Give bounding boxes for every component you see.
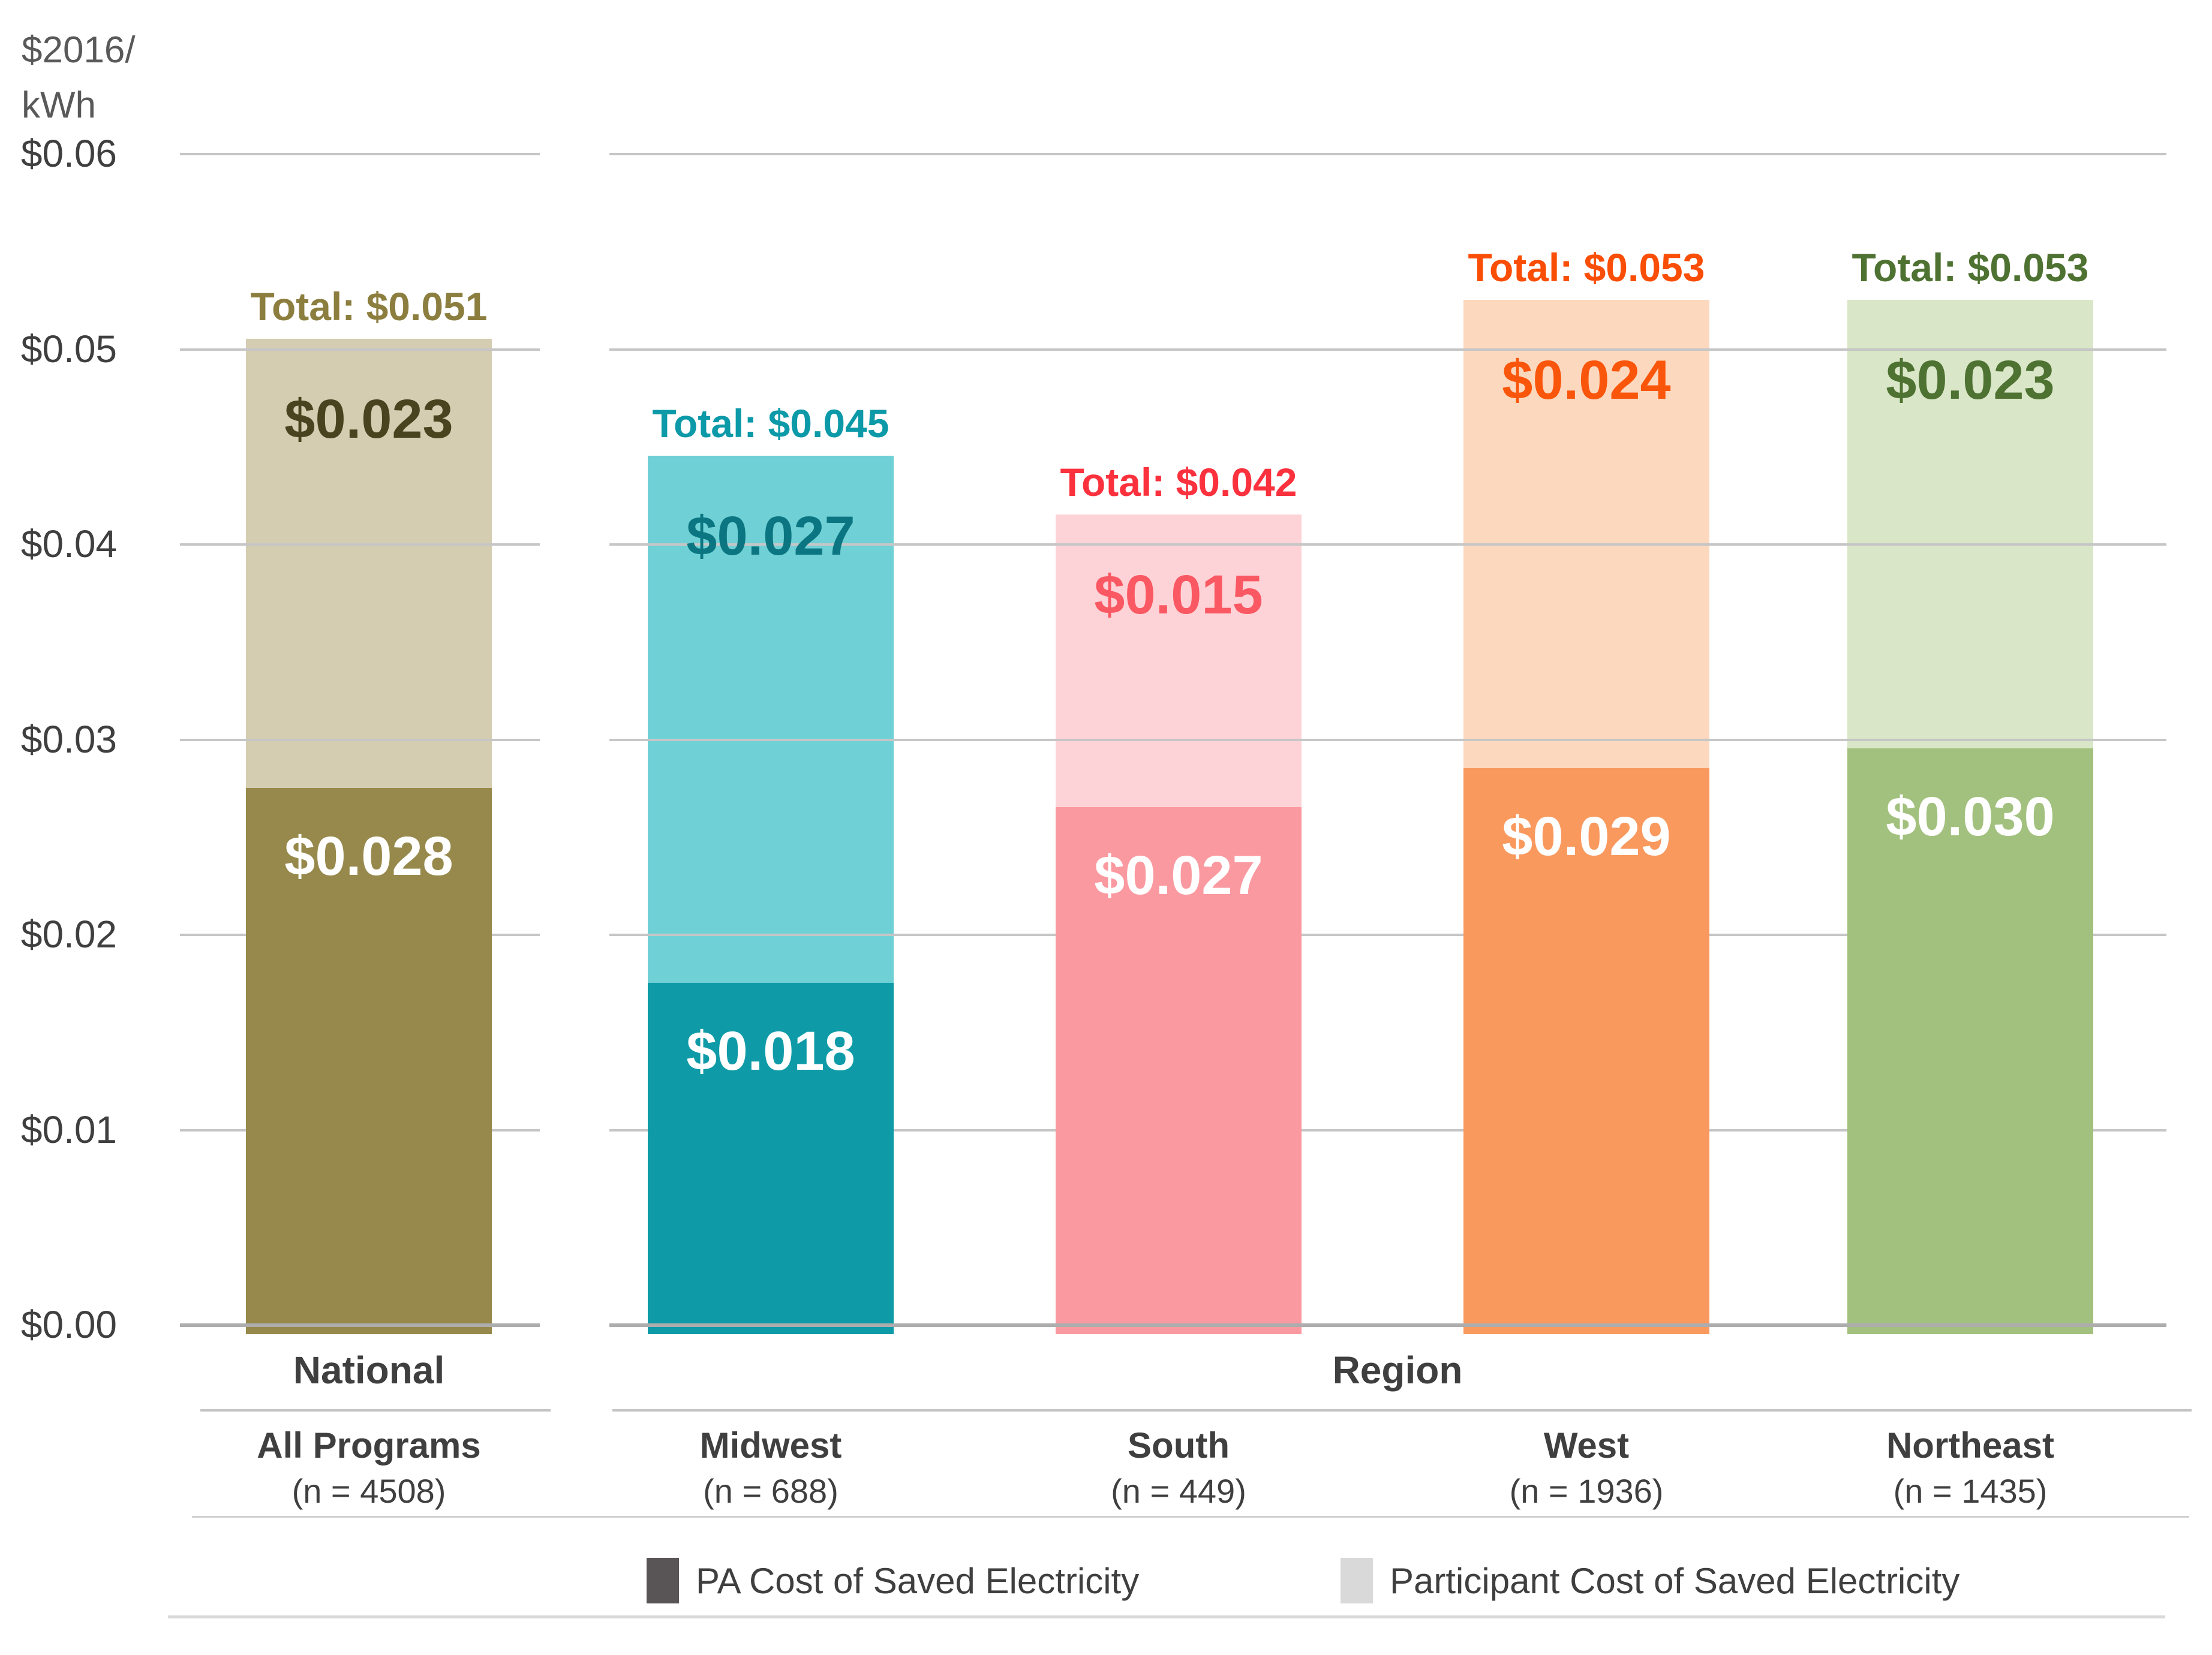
y-tick: $0.02 xyxy=(20,913,117,956)
bar-midwest: Total: $0.045 $0.027 $0.018 xyxy=(648,401,894,1334)
category-label: Northeast xyxy=(1886,1425,2055,1466)
legend-label: Participant Cost of Saved Electricity xyxy=(1390,1560,1960,1601)
segment-value: $0.024 xyxy=(1502,349,1671,411)
region-section-divider xyxy=(612,1409,2192,1412)
gridline xyxy=(609,1129,2166,1132)
sample-size-label: (n = 688) xyxy=(703,1472,838,1510)
participant-cost-segment: $0.023 xyxy=(246,338,492,788)
bar-west: Total: $0.053 $0.024 $0.029 xyxy=(1463,245,1709,1334)
pa-cost-segment: $0.018 xyxy=(648,983,894,1334)
total-label: Total: $0.053 xyxy=(1468,245,1705,290)
pa-cost-segment: $0.030 xyxy=(1847,748,2093,1334)
category-label: West xyxy=(1543,1425,1630,1466)
y-tick: $0.00 xyxy=(20,1303,117,1346)
category-label: South xyxy=(1128,1425,1230,1466)
legend-item-pa-cost: PA Cost of Saved Electricity xyxy=(647,1558,1139,1603)
sample-size-label: (n = 4508) xyxy=(291,1472,446,1510)
participant-cost-segment: $0.015 xyxy=(1056,514,1302,808)
segment-value: $0.015 xyxy=(1094,564,1263,625)
legend-label: PA Cost of Saved Electricity xyxy=(696,1560,1140,1601)
segment-value: $0.030 xyxy=(1886,786,2055,848)
total-label: Total: $0.045 xyxy=(652,401,889,446)
gridline xyxy=(609,543,2166,546)
gridline xyxy=(180,153,540,155)
sample-size-label: (n = 1435) xyxy=(1893,1472,2048,1510)
x-axis-baseline xyxy=(180,1323,540,1327)
gridline xyxy=(180,543,540,546)
segment-value: $0.027 xyxy=(686,505,855,567)
figure-bottom-border xyxy=(168,1615,2165,1618)
legend-item-participant-cost: Participant Cost of Saved Electricity xyxy=(1341,1558,1959,1603)
pa-cost-segment: $0.028 xyxy=(246,787,492,1334)
participant-cost-swatch-icon xyxy=(1341,1558,1373,1603)
segment-value: $0.027 xyxy=(1094,845,1263,907)
gridline xyxy=(609,738,2166,741)
bar-national-all-programs: Total: $0.051 $0.023 $0.028 xyxy=(246,284,492,1334)
section-label-national: National xyxy=(293,1349,445,1392)
participant-cost-segment: $0.023 xyxy=(1847,299,2093,749)
y-tick: $0.05 xyxy=(20,327,117,371)
gridline xyxy=(609,153,2166,155)
gridline xyxy=(609,348,2166,351)
category-label: All Programs xyxy=(257,1425,481,1466)
y-tick: $0.04 xyxy=(20,522,117,565)
total-label: Total: $0.051 xyxy=(250,284,488,329)
pa-cost-segment: $0.027 xyxy=(1056,807,1302,1334)
participant-cost-segment: $0.024 xyxy=(1463,299,1709,769)
segment-value: $0.023 xyxy=(284,388,453,450)
sample-size-label: (n = 1936) xyxy=(1509,1472,1664,1510)
participant-cost-segment: $0.027 xyxy=(648,456,894,983)
segment-value: $0.018 xyxy=(686,1021,855,1082)
gridline xyxy=(180,738,540,741)
gridline xyxy=(180,348,540,351)
y-tick: $0.01 xyxy=(20,1108,117,1151)
pa-cost-segment: $0.029 xyxy=(1463,768,1709,1334)
sample-size-label: (n = 449) xyxy=(1111,1472,1246,1510)
segment-value: $0.023 xyxy=(1886,349,2055,411)
bar-northeast: Total: $0.053 $0.023 $0.030 xyxy=(1847,245,2093,1334)
y-axis-title-line1: $2016/ xyxy=(22,29,136,71)
total-label: Total: $0.042 xyxy=(1060,459,1297,504)
table-bottom-border xyxy=(192,1516,2189,1518)
y-tick: $0.06 xyxy=(20,132,117,175)
segment-value: $0.028 xyxy=(284,825,453,887)
pa-cost-swatch-icon xyxy=(647,1558,679,1603)
y-axis-title: $2016/ kWh xyxy=(22,23,136,133)
category-label: Midwest xyxy=(699,1425,842,1466)
segment-value: $0.029 xyxy=(1502,806,1671,868)
gridline xyxy=(609,934,2166,936)
section-label-region: Region xyxy=(1332,1349,1463,1392)
y-tick: $0.03 xyxy=(20,717,117,761)
x-axis-baseline xyxy=(609,1323,2166,1327)
total-label: Total: $0.053 xyxy=(1852,245,2089,290)
bar-south: Total: $0.042 $0.015 $0.027 xyxy=(1056,460,1302,1334)
y-axis-title-line2: kWh xyxy=(22,85,96,126)
national-section-divider xyxy=(200,1409,551,1412)
